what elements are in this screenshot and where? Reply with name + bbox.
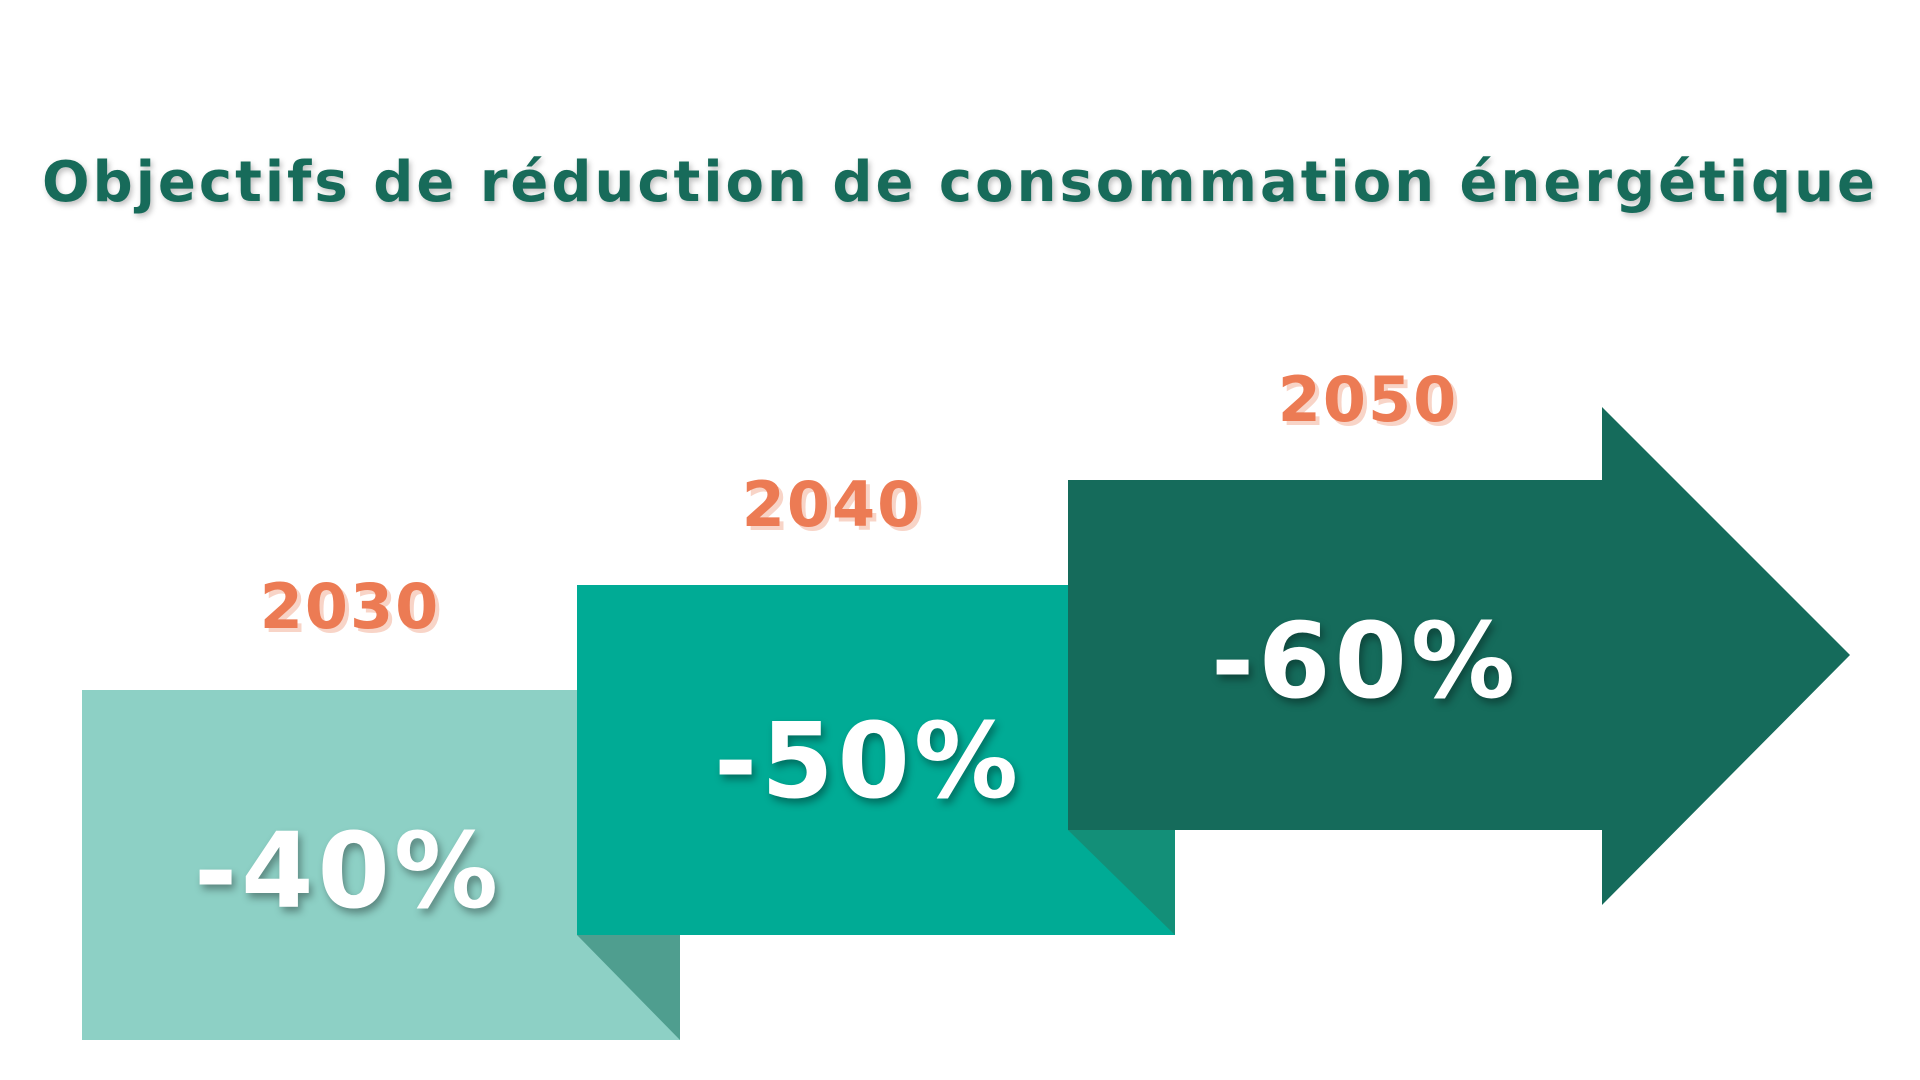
step-2040-year: 2040 — [741, 468, 923, 541]
step-2050-arrow — [1068, 407, 1850, 905]
step-2030-year: 2030 — [259, 570, 441, 643]
step-2050-year: 2050 — [1277, 363, 1459, 436]
step-2040-fold — [1068, 830, 1175, 935]
step-2040-value: -50% — [713, 700, 1023, 822]
step-2050-value: -60% — [1210, 600, 1520, 722]
step-2030-fold — [577, 935, 680, 1040]
step-2030-value: -40% — [193, 810, 503, 932]
page-title: Objectifs de réduction de consommation é… — [42, 150, 1878, 215]
